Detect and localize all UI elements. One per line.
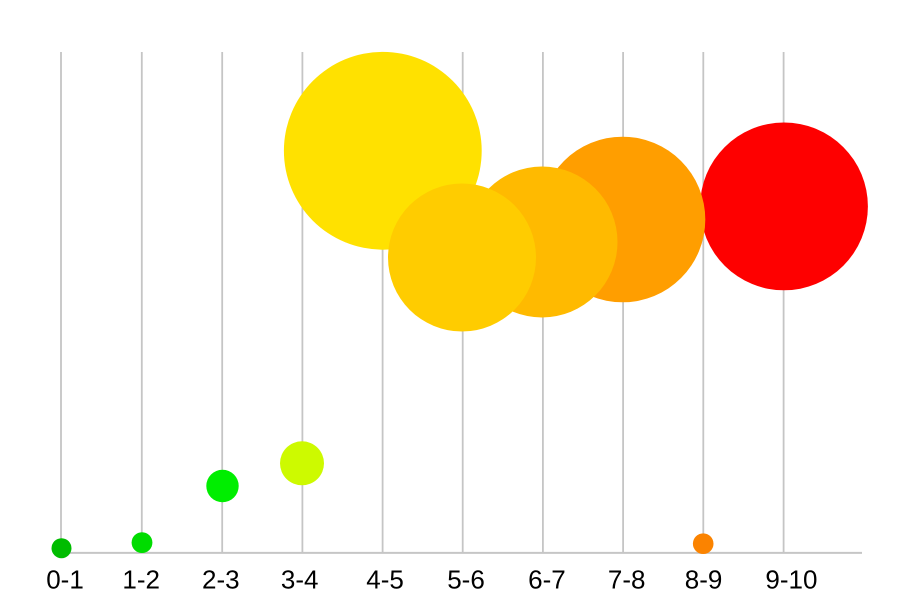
svg-text:7-8: 7-8 [608,565,646,595]
svg-text:4-5: 4-5 [366,565,404,595]
svg-text:2-3: 2-3 [202,565,240,595]
svg-text:5-6: 5-6 [447,565,485,595]
svg-text:3-4: 3-4 [281,565,319,595]
svg-text:9-10: 9-10 [765,565,817,595]
svg-text:8-9: 8-9 [685,565,723,595]
svg-text:6-7: 6-7 [528,565,566,595]
svg-text:1-2: 1-2 [122,565,160,595]
svg-text:0-1: 0-1 [46,565,84,595]
